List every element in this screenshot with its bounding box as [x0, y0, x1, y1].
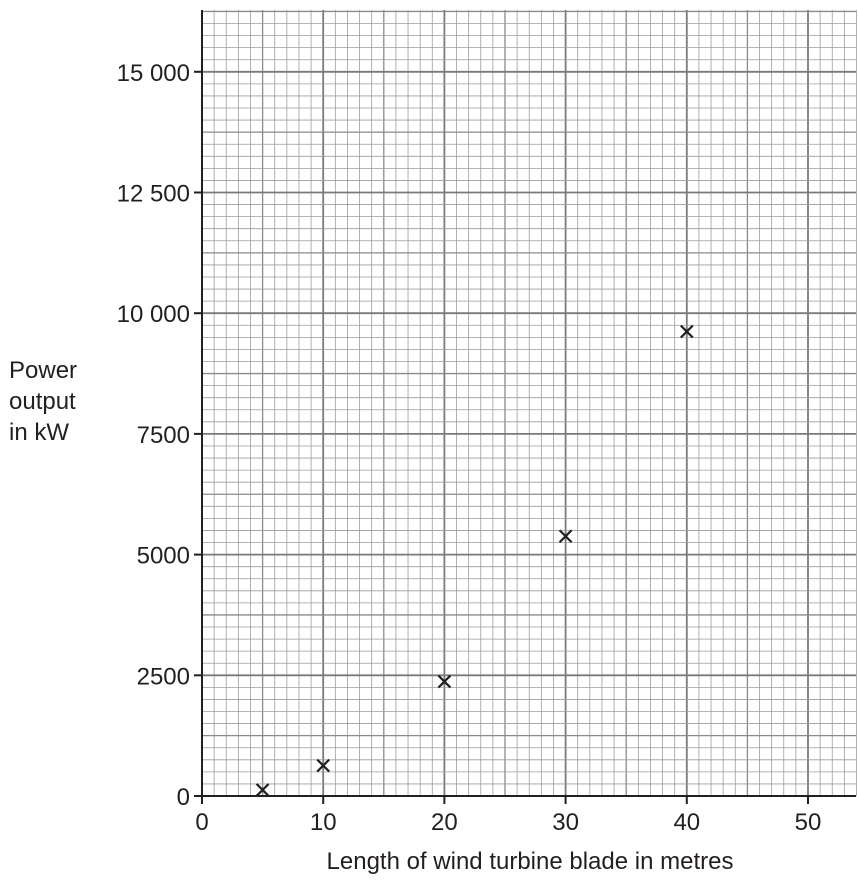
tick-labels: 0 10 20 30 40 50 0 2500 5000 7500 10 000 12 500 15 0…: [117, 60, 822, 836]
data-point: [437, 674, 452, 689]
y-tick-label: 10 000: [117, 301, 190, 328]
x-tick-label: 10: [310, 809, 337, 836]
y-axis-label-line-3: in kW: [9, 419, 69, 446]
y-axis-label-line-1: Power: [9, 357, 77, 384]
y-axis-label: Power output in kW: [9, 357, 84, 446]
y-tick-label: 15 000: [117, 60, 190, 87]
x-tick-label: 50: [795, 809, 822, 836]
y-tick-label: 12 500: [117, 181, 190, 208]
data-point: [255, 783, 270, 797]
x-tick-label: 20: [431, 809, 458, 836]
y-axis-label-line-2: output: [9, 388, 76, 415]
x-tick-label: 0: [195, 809, 208, 836]
data-point: [558, 529, 573, 544]
grid: [201, 10, 857, 797]
data-point: [316, 758, 330, 773]
y-tick-label: 2500: [137, 663, 190, 690]
y-tick-label: 0: [177, 784, 190, 811]
data-points: [255, 324, 694, 797]
x-tick-label: 40: [673, 809, 700, 836]
axes: [194, 10, 856, 804]
y-tick-label: 5000: [137, 543, 190, 570]
y-tick-label: 7500: [137, 422, 190, 449]
data-point: [680, 324, 694, 339]
x-axis-label: Length of wind turbine blade in metres: [327, 848, 734, 875]
x-tick-label: 30: [552, 809, 579, 836]
